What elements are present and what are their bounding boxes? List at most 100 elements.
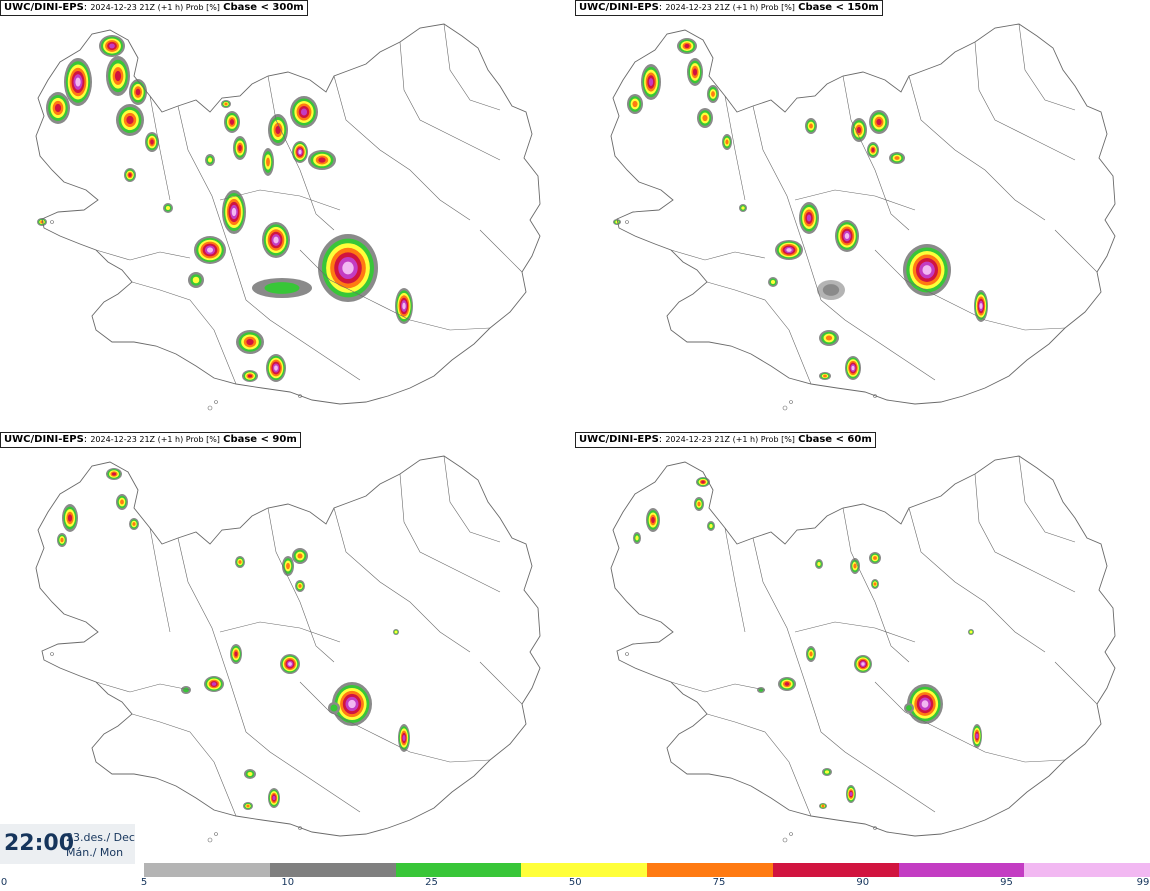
probability-contour [165,205,171,211]
boundary-line [149,527,171,633]
probability-contour [651,516,655,524]
probability-contour [330,704,338,712]
valid-time-box: 22:00 23.des./ Dec Mán./ Mon [0,824,135,864]
boundary-line [131,713,237,817]
probability-contour [150,139,154,145]
island [873,394,877,398]
boundary-line [333,75,471,221]
boundary-line [908,75,1046,221]
probability-contour [825,335,833,341]
probability-field [633,477,982,809]
probability-contour [238,560,242,564]
boundary-line [724,95,746,201]
probability-contour [300,108,308,116]
probability-contour [770,279,776,285]
probability-contour [402,734,406,742]
probability-contour [697,501,701,507]
probability-contour [273,236,279,244]
probability-contour [274,365,278,371]
colorbar-tick-label: 99 [1136,877,1150,888]
probability-contour [286,562,290,570]
boundary-line [219,621,341,643]
probability-contour [67,514,73,522]
boundary-line [820,299,936,381]
probability-contour [975,733,979,739]
island [298,826,302,830]
probability-contour [60,537,64,543]
boundary-line [333,507,471,653]
probability-contour [692,68,698,76]
panel-label: UWC/DINI-EPS: 2024-12-23 21Z (+1 h) Prob… [0,432,301,448]
probability-contour [921,700,929,708]
colorbar-segment [144,863,271,877]
boundary-line [874,249,946,301]
boundary-line [299,681,371,733]
probability-contour [297,553,303,559]
probability-contour [817,561,821,567]
colorbar-tick-label: 5 [140,877,148,888]
boundary-line [706,713,812,817]
probability-contour [298,584,302,588]
boundary-line [177,537,247,733]
boundary-line [724,527,746,633]
probability-contour [806,214,812,222]
probability-contour [725,139,729,145]
boundary-line [908,507,1046,653]
parameter: Cbase < 150m [798,2,879,13]
probability-contour [246,338,254,346]
probability-contour [135,88,141,96]
probability-contour [824,770,830,774]
probability-contour [231,207,237,217]
probability-contour [275,125,281,135]
boundary-line [399,41,501,161]
probability-contour [786,248,792,252]
probability-contour [318,157,326,163]
boundary-line [443,23,501,111]
boundary-line [245,731,361,813]
probability-contour [394,630,398,634]
model-name: UWC/DINI-EPS [579,434,659,445]
boundary-lines [670,23,1098,385]
probability-contour [822,284,840,296]
boundary-line [95,249,191,261]
probability-contour [272,795,276,801]
probability-contour [648,78,654,86]
probability-contour [823,374,827,378]
boundary-line [95,681,191,693]
colorbar-tick-label: 10 [281,877,295,888]
boundary-line [479,229,523,273]
colorbar-tick-label: 75 [712,877,726,888]
probability-contour [111,472,117,476]
map-panel-300m: UWC/DINI-EPS: 2024-12-23 21Z (+1 h) Prob… [0,0,575,430]
iceland-map [35,455,541,843]
boundary-lines [95,455,523,817]
probability-contour [132,522,136,526]
boundary-line [794,621,916,643]
probability-contour [711,91,715,97]
island [50,220,54,224]
probability-contour [632,100,638,108]
probability-field [57,468,410,810]
probability-colorbar [144,863,1150,877]
probability-contour [979,302,983,310]
probability-contour [224,102,228,106]
model-name: UWC/DINI-EPS [4,2,84,13]
map-panel-60m: UWC/DINI-EPS: 2024-12-23 21Z (+1 h) Prob… [575,432,1150,862]
panel-label: UWC/DINI-EPS: 2024-12-23 21Z (+1 h) Prob… [575,432,876,448]
model-name: UWC/DINI-EPS [579,2,659,13]
colorbar-tick-label: 0 [0,877,8,888]
probability-contour [54,103,62,113]
boundary-lines [670,455,1098,817]
boundary-line [479,661,523,705]
probability-contour [192,276,200,284]
boundary-line [267,75,335,231]
island [214,832,218,836]
probability-contour [298,149,302,155]
boundary-line [752,105,822,301]
run-info: 2024-12-23 21Z (+1 h) Prob [%] [665,435,795,444]
colorbar-segment [269,863,396,877]
probability-contour [114,70,122,82]
iceland-coastline [35,455,541,837]
run-info: 2024-12-23 21Z (+1 h) Prob [%] [90,435,220,444]
probability-contour [288,662,292,666]
